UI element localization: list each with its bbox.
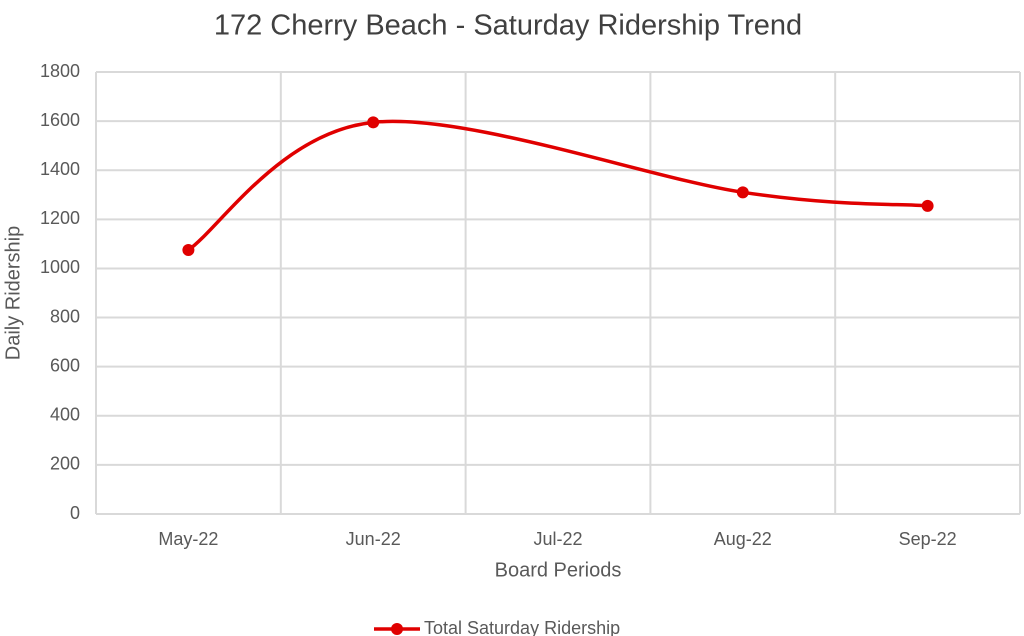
x-tick-label: Aug-22 xyxy=(714,529,772,549)
y-tick-label: 400 xyxy=(50,405,80,425)
legend-marker xyxy=(391,623,403,635)
x-tick-label: Jul-22 xyxy=(533,529,582,549)
chart-title: 172 Cherry Beach - Saturday Ridership Tr… xyxy=(214,10,802,42)
y-tick-label: 1200 xyxy=(40,208,80,228)
y-tick-label: 1600 xyxy=(40,110,80,130)
point xyxy=(921,199,934,212)
point xyxy=(182,244,195,257)
y-tick-label: 1400 xyxy=(40,159,80,179)
x-axis-label: Board Periods xyxy=(495,559,622,581)
y-tick-label: 800 xyxy=(50,306,80,326)
y-axis-label: Daily Ridership xyxy=(2,226,24,361)
y-tick-label: 1800 xyxy=(40,61,80,81)
x-tick-label: Jun-22 xyxy=(346,529,401,549)
line xyxy=(187,119,928,252)
y-tick-label: 0 xyxy=(70,503,80,523)
x-tick-label: May-22 xyxy=(158,529,218,549)
y-tick-label: 1000 xyxy=(40,257,80,277)
y-tick-label: 200 xyxy=(50,454,80,474)
x-tick-label: Sep-22 xyxy=(899,529,957,549)
point xyxy=(736,186,749,199)
legend-label: Total Saturday Ridership xyxy=(424,618,620,636)
point xyxy=(367,116,380,129)
y-tick-label: 600 xyxy=(50,355,80,375)
